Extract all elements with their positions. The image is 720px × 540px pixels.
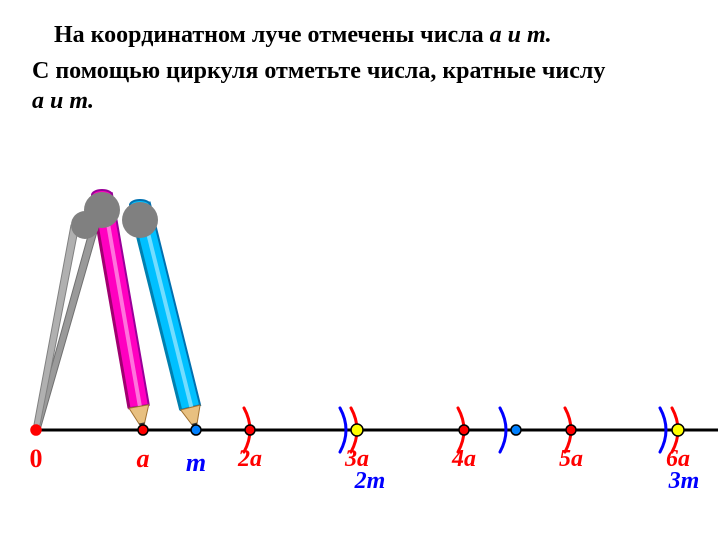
diagram-canvas: { "text": { "line1": "На координатном лу… [0,0,720,540]
point-6a [672,424,684,436]
point-m [191,425,201,435]
label-m: m [186,448,206,478]
label-3m: 3m [669,468,700,495]
point-zero [31,425,41,435]
label-zero: 0 [30,444,43,474]
point-5a [566,425,576,435]
point-2a [245,425,255,435]
point-3a [351,424,363,436]
compass-leg-1 [33,225,79,430]
point-mider [511,425,521,435]
label-4a: 4a [452,446,476,473]
label-2a: 2a [238,446,262,473]
hinge-2 [122,202,158,238]
hinge-leg [71,211,99,239]
label-2m: 2m [355,468,386,495]
label-5a: 5a [559,446,583,473]
point-4a [459,425,469,435]
point-a [138,425,148,435]
label-a: a [137,444,150,474]
